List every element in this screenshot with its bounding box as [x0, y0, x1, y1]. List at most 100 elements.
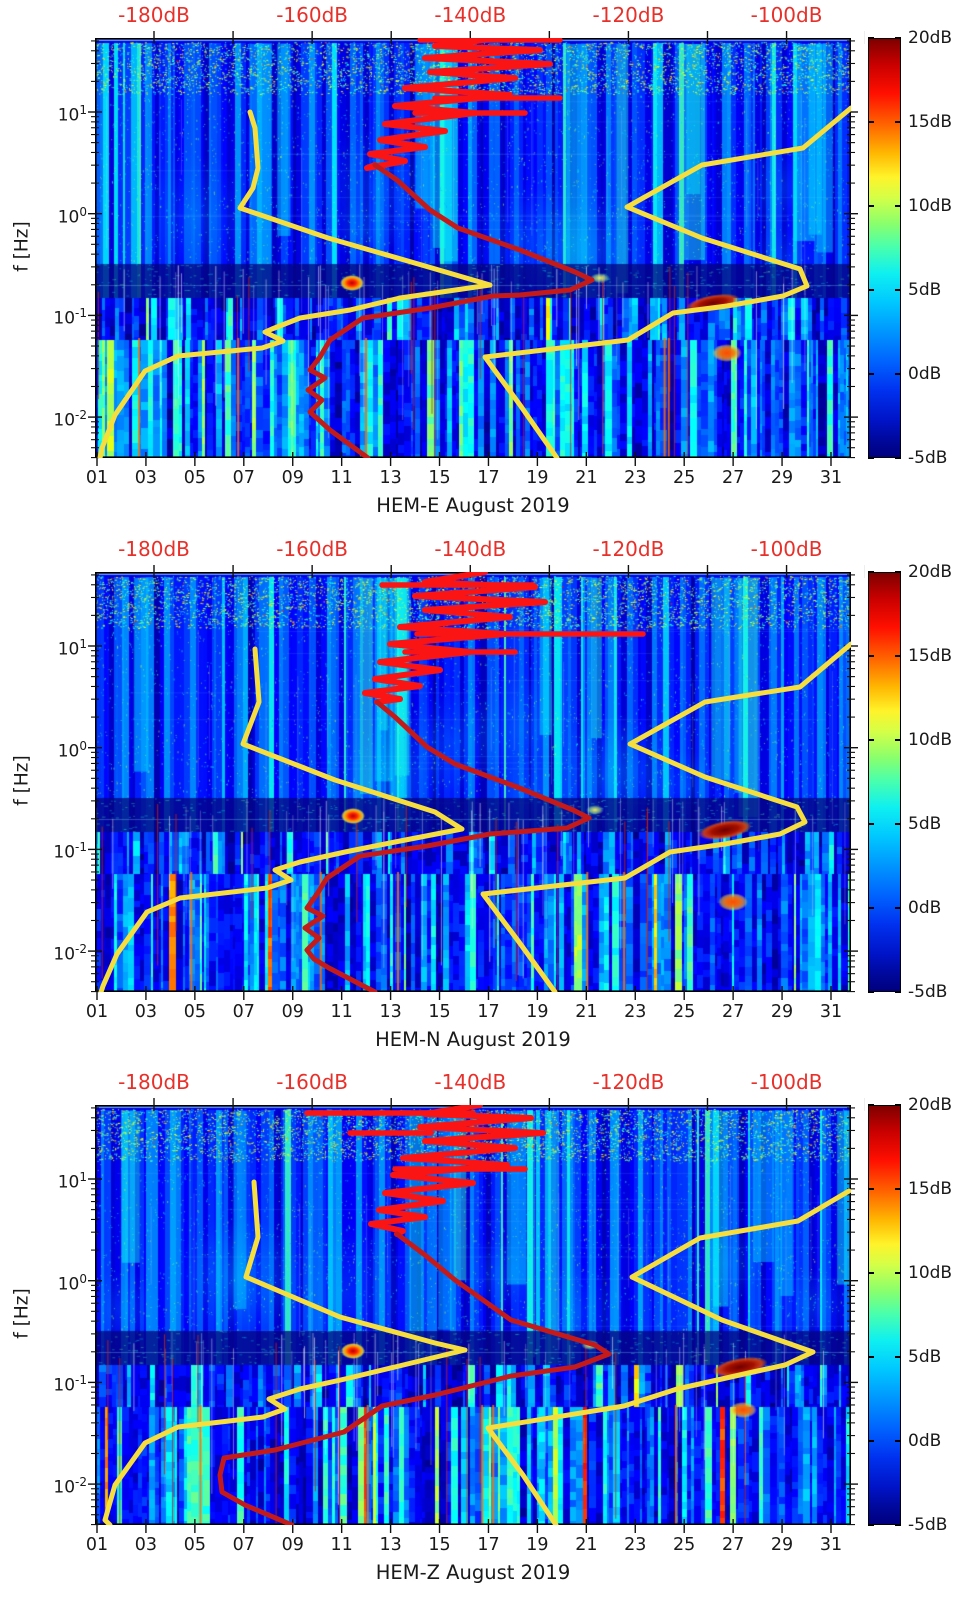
colorbar-tick [895, 571, 901, 573]
colorbar-tick [868, 823, 874, 825]
y-tick-base: 10 [57, 639, 80, 660]
top-axis-label: -180dB [118, 1070, 190, 1094]
x-tick-label: 13 [379, 1002, 402, 1022]
y-tick-base: 10 [57, 1172, 80, 1193]
colorbar-label: 20dB [908, 28, 953, 48]
y-tick-base: 10 [57, 741, 80, 762]
noise-model-curves [102, 1105, 851, 1525]
y-tick-exponent: -2 [75, 942, 87, 957]
x-tick-label: 17 [477, 468, 500, 488]
y-tick-exponent: -1 [75, 306, 87, 321]
colorbar-tick [868, 205, 874, 207]
top-axis-label: -140dB [434, 1070, 507, 1094]
spectrogram-canvas [95, 1105, 851, 1525]
colorbar-tick [868, 1272, 874, 1274]
colorbar-tick [868, 373, 874, 375]
red-noise-curve-spiky-section [364, 38, 553, 171]
x-tick-label: 19 [526, 1535, 549, 1555]
colorbar-tick [868, 907, 874, 909]
noise-model-curves [97, 38, 851, 458]
y-axis-label: f [Hz] [11, 1288, 33, 1339]
y-tick-exponent: 0 [79, 204, 87, 219]
y-tick-base: 10 [53, 410, 76, 431]
top-axis-label: -100dB [750, 1070, 823, 1094]
yellow-noise-curve-right [485, 1188, 851, 1525]
y-tick-exponent: 1 [79, 1170, 87, 1184]
x-tick-label: 29 [770, 1002, 794, 1022]
top-axis-label: -180dB [118, 3, 190, 27]
x-tick-label: 03 [134, 1535, 158, 1555]
red-noise-curve-spiky-section [362, 572, 548, 705]
colorbar-label: 20dB [908, 1095, 953, 1115]
colorbar-tick [868, 655, 874, 657]
panel-hem-z: -180dB -160dB -140dB -120dB -100dB 01 03 05 07 09… [0, 1067, 962, 1600]
colorbar-tick [868, 1524, 874, 1526]
colorbar-label: 10dB [908, 730, 953, 750]
colorbar-tick [868, 1188, 874, 1190]
colorbar-label: 5dB [908, 280, 942, 300]
x-tick-label: 03 [134, 468, 158, 488]
colorbar [868, 1105, 901, 1525]
colorbar-label: 10dB [908, 1263, 953, 1283]
colorbar-tick [868, 289, 874, 291]
x-tick-label: 15 [428, 468, 451, 488]
colorbar-tick [868, 1104, 874, 1106]
x-tick-label: 23 [624, 468, 647, 488]
colorbar-tick [895, 1524, 901, 1526]
y-tick-exponent: -1 [75, 1373, 87, 1388]
y-tick-base: 10 [53, 1477, 76, 1498]
x-tick-label: 29 [770, 1535, 794, 1555]
yellow-noise-curve-left [98, 646, 465, 992]
x-tick-label: 17 [477, 1002, 500, 1022]
colorbar-tick [895, 1272, 901, 1274]
colorbar [868, 572, 901, 992]
colorbar-tick [868, 571, 874, 573]
colorbar-label: 0dB [908, 898, 942, 918]
red-noise-curve [302, 699, 592, 992]
top-axis-label: -100dB [750, 3, 823, 27]
colorbar-label: 5dB [908, 814, 942, 834]
colorbar-tick [895, 121, 901, 123]
x-tick-label: 21 [575, 468, 598, 488]
colorbar-tick [895, 373, 901, 375]
top-axis-label: -160dB [276, 537, 349, 561]
x-tick-label: 11 [330, 1535, 353, 1555]
top-axis-label: -120dB [592, 537, 665, 561]
x-tick-label: 23 [624, 1002, 647, 1022]
x-tick-label: 11 [330, 1002, 353, 1022]
colorbar-label: 20dB [908, 562, 953, 582]
colorbar-label: 10dB [908, 196, 953, 216]
red-noise-curve [217, 1231, 612, 1525]
colorbar-tick [895, 655, 901, 657]
colorbar-label: -5dB [908, 982, 948, 1002]
x-tick-label: 01 [85, 468, 109, 488]
y-tick-label: 10-2 [25, 404, 87, 432]
spectrogram-canvas [95, 38, 851, 458]
colorbar-tick [895, 37, 901, 39]
y-tick-label: 10-1 [25, 302, 87, 330]
colorbar-tick [868, 37, 874, 39]
top-axis-label: -100dB [750, 537, 823, 561]
colorbar-tick [895, 739, 901, 741]
y-tick-label: 100 [25, 1268, 87, 1296]
y-axis-label: f [Hz] [11, 755, 33, 806]
yellow-noise-curve-right [482, 105, 851, 458]
colorbar-label: 0dB [908, 364, 942, 384]
y-tick-exponent: -2 [75, 408, 87, 423]
x-tick-label: 07 [232, 1535, 255, 1555]
x-tick-label: 13 [379, 1535, 402, 1555]
y-tick-label: 10-2 [25, 938, 87, 966]
x-tick-label: 07 [232, 1002, 255, 1022]
y-tick-exponent: -2 [75, 1475, 87, 1490]
colorbar-tick [868, 1440, 874, 1442]
x-tick-label: 17 [477, 1535, 500, 1555]
x-tick-label: 15 [428, 1535, 451, 1555]
y-tick-exponent: -1 [75, 840, 87, 855]
y-tick-label: 100 [25, 201, 87, 229]
colorbar-label: 5dB [908, 1347, 942, 1367]
x-tick-label: 09 [281, 468, 304, 488]
y-tick-label: 10-1 [25, 1369, 87, 1397]
x-tick-label: 31 [819, 1535, 843, 1555]
y-tick-base: 10 [53, 843, 76, 864]
